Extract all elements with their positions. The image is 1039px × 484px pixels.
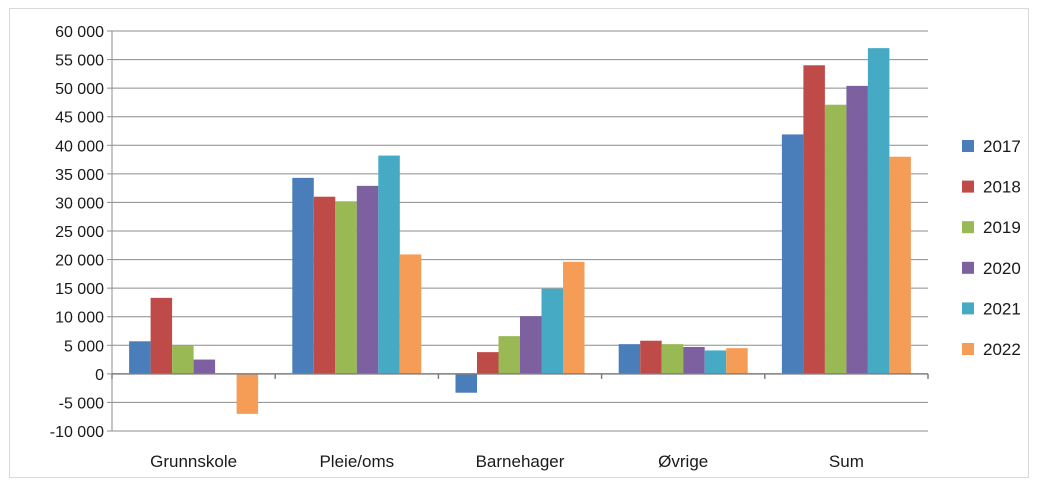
bar-2019-barnehager <box>498 336 520 374</box>
legend-swatch <box>962 140 974 152</box>
bar-2017-barnehager <box>455 373 477 393</box>
y-tick-label: 5 000 <box>64 338 104 355</box>
bar-2022-barnehager <box>563 261 585 374</box>
legend-swatch <box>962 180 974 193</box>
bar-2018-sum <box>803 65 825 374</box>
bar-2021--vrige <box>704 350 727 374</box>
bar-2020-pleie-oms <box>356 185 379 374</box>
y-tick-label: 40 000 <box>55 138 104 155</box>
bar-2018-grunnskole <box>150 297 173 374</box>
category-label: Grunnskole <box>150 452 237 471</box>
y-tick-label: 50 000 <box>55 81 104 98</box>
legend-swatch <box>962 343 974 355</box>
bar-2017-pleie-oms <box>292 177 314 374</box>
legend-swatch <box>962 302 974 315</box>
y-tick-label: 45 000 <box>55 110 104 127</box>
bar-2022--vrige <box>726 348 748 374</box>
x-axis-categories: Grunnskole Pleie/oms Barnehager Øvrige Sum <box>150 452 864 471</box>
bar-2017--vrige <box>618 344 641 374</box>
bar-2018-barnehager <box>477 352 499 374</box>
bar-2020--vrige <box>683 347 705 374</box>
axes <box>111 31 929 431</box>
bar-2022-pleie-oms <box>399 254 422 374</box>
y-tick-label: 55 000 <box>55 53 104 70</box>
y-tick-label: 35 000 <box>55 167 104 184</box>
y-tick-label: 20 000 <box>55 253 104 270</box>
y-tick-label: 60 000 <box>55 24 104 41</box>
category-label: Pleie/oms <box>319 452 394 471</box>
bars <box>129 48 911 414</box>
bar-2019-sum <box>824 104 847 374</box>
legend: 2017 2018 2019 2020 2021 2022 <box>962 137 1021 359</box>
y-tick-label: 30 000 <box>55 195 104 212</box>
bar-2019--vrige <box>661 344 684 374</box>
chart-frame <box>9 8 1029 478</box>
bar-2019-grunnskole <box>172 345 194 374</box>
legend-label: 2021 <box>983 299 1021 318</box>
bar-2021-sum <box>867 48 890 374</box>
bar-2017-sum <box>781 134 804 374</box>
legend-label: 2022 <box>983 340 1021 359</box>
category-label: Barnehager <box>476 452 565 471</box>
legend-label: 2018 <box>983 178 1021 197</box>
y-tick-label: 10 000 <box>55 310 104 327</box>
legend-swatch <box>962 221 974 234</box>
category-label: Øvrige <box>658 452 708 471</box>
category-label: Sum <box>829 452 864 471</box>
bar-2022-grunnskole <box>236 373 259 414</box>
bar-2018--vrige <box>640 340 662 374</box>
legend-label: 2019 <box>983 218 1021 237</box>
bar-2021-pleie-oms <box>378 155 400 374</box>
legend-label: 2017 <box>983 137 1021 156</box>
bar-2021-barnehager <box>541 288 563 374</box>
legend-swatch <box>962 261 974 274</box>
y-tick-label: -5 000 <box>59 395 104 412</box>
bar-2020-barnehager <box>520 316 542 374</box>
y-tick-label: 0 <box>95 367 104 384</box>
bar-2018-pleie-oms <box>313 196 336 374</box>
bar-2019-pleie-oms <box>335 201 357 374</box>
legend-label: 2020 <box>983 259 1021 278</box>
y-axis-ticks: 60 000 55 000 50 000 45 000 40 000 35 000 30 0… <box>50 24 112 441</box>
bar-2017-grunnskole <box>129 341 151 374</box>
y-tick-label: 25 000 <box>55 224 104 241</box>
y-tick-label: 15 000 <box>55 281 104 298</box>
y-tick-label: -10 000 <box>50 424 104 441</box>
bar-2020-grunnskole <box>193 359 216 374</box>
bar-2020-sum <box>846 85 868 374</box>
bar-2022-sum <box>889 156 911 374</box>
